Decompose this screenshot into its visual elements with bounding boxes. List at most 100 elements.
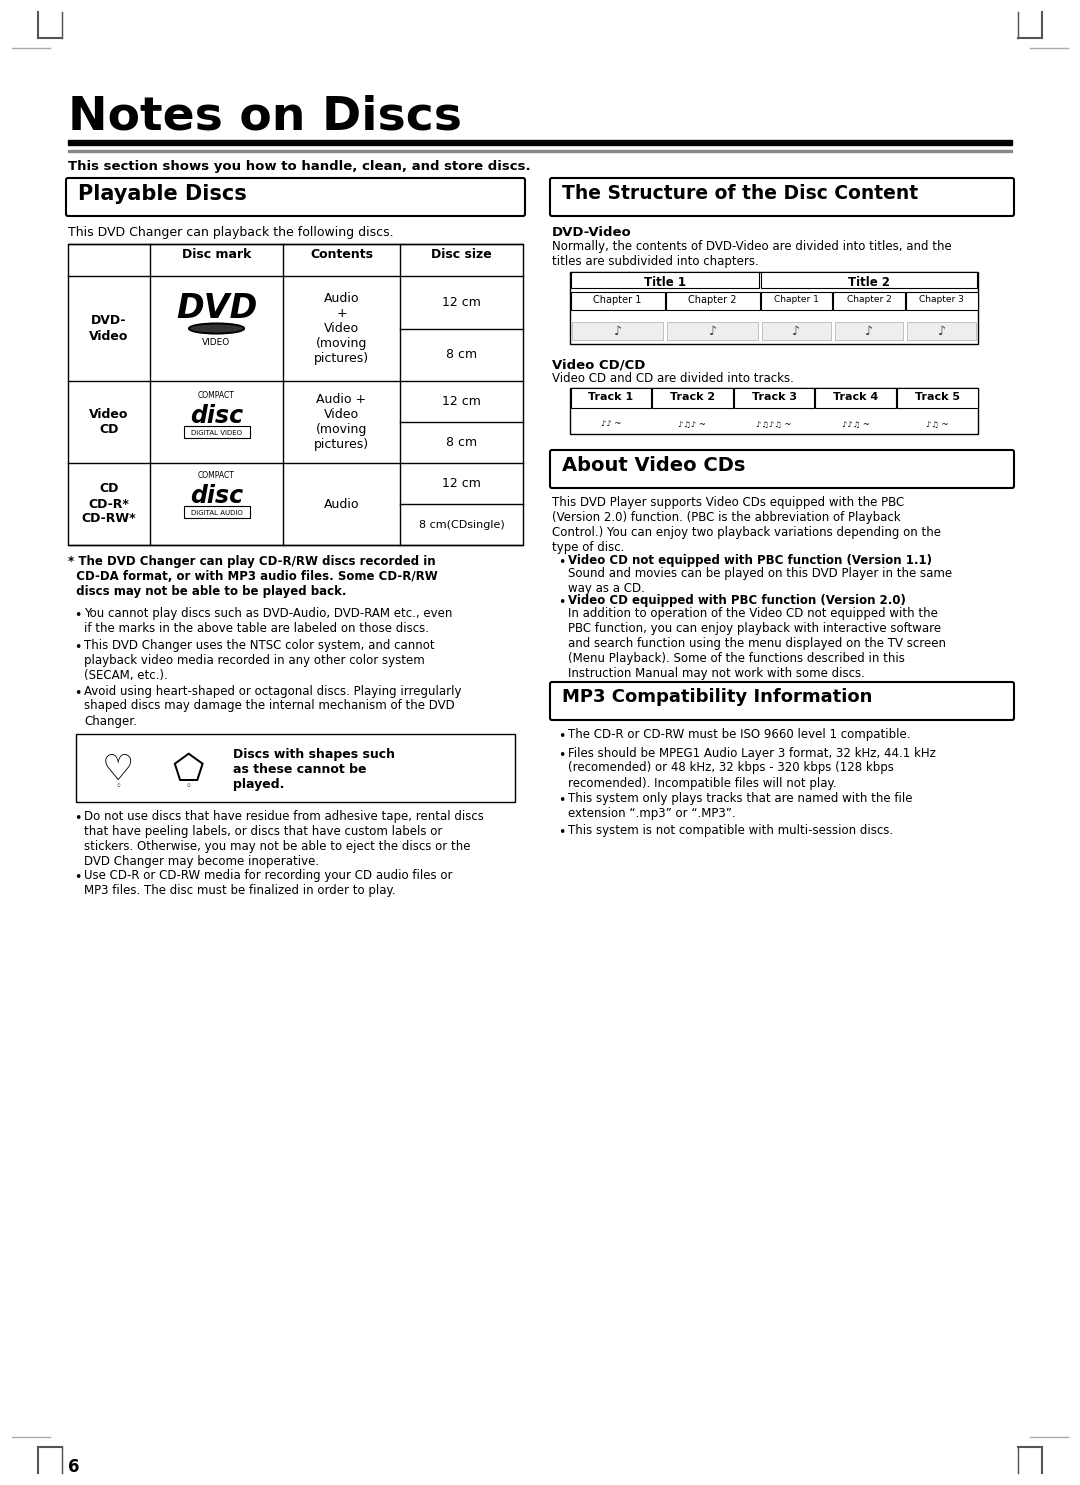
Text: Audio: Audio (324, 497, 360, 511)
Text: 6: 6 (68, 1458, 80, 1476)
Text: ♪: ♪ (708, 325, 716, 337)
Text: Track 4: Track 4 (833, 392, 878, 402)
Bar (184, 506, 249, 518)
Text: DIGITAL VIDEO: DIGITAL VIDEO (191, 431, 242, 437)
Text: Track 2: Track 2 (670, 392, 715, 402)
Text: Chapter 2: Chapter 2 (847, 296, 891, 304)
Bar (571, 272, 759, 288)
Text: The Structure of the Disc Content: The Structure of the Disc Content (562, 184, 918, 203)
Bar (665, 293, 759, 310)
Text: •: • (558, 826, 565, 839)
Text: VIDEO: VIDEO (202, 339, 231, 347)
Text: Do not use discs that have residue from adhesive tape, rental discs
that have pe: Do not use discs that have residue from … (84, 809, 484, 869)
Text: Audio +
Video
(moving
pictures): Audio + Video (moving pictures) (314, 394, 369, 451)
Text: disc: disc (190, 404, 243, 428)
Text: Disc size: Disc size (431, 248, 491, 261)
Text: Discs with shapes such
as these cannot be
played.: Discs with shapes such as these cannot b… (233, 748, 395, 792)
Text: This section shows you how to handle, clean, and store discs.: This section shows you how to handle, cl… (68, 160, 530, 172)
Text: Contents: Contents (310, 248, 373, 261)
Text: Playable Discs: Playable Discs (78, 184, 246, 203)
Text: ♪♪ ~: ♪♪ ~ (600, 419, 621, 429)
Text: ♪♫ ~: ♪♫ ~ (926, 419, 948, 429)
Text: 8 cm: 8 cm (446, 437, 477, 448)
Text: DIGITAL AUDIO: DIGITAL AUDIO (191, 509, 242, 515)
Text: DVD-Video: DVD-Video (552, 226, 632, 239)
Text: DVD: DVD (176, 293, 257, 325)
Text: •: • (75, 642, 81, 653)
Text: MP3 Compatibility Information: MP3 Compatibility Information (562, 688, 873, 705)
Text: You cannot play discs such as DVD-Audio, DVD-RAM etc., even
if the marks in the : You cannot play discs such as DVD-Audio,… (84, 607, 453, 636)
Text: This DVD Player supports Video CDs equipped with the PBC
(Version 2.0) function.: This DVD Player supports Video CDs equip… (552, 496, 941, 554)
Bar (907, 322, 976, 340)
Text: •: • (75, 812, 81, 826)
Text: Video CD not equipped with PBC function (Version 1.1): Video CD not equipped with PBC function … (568, 554, 932, 567)
Text: Track 3: Track 3 (752, 392, 797, 402)
Text: Track 1: Track 1 (589, 392, 633, 402)
Text: •: • (558, 555, 565, 569)
Text: This DVD Changer can playback the following discs.: This DVD Changer can playback the follow… (68, 226, 393, 239)
Text: •: • (558, 731, 565, 742)
Text: ♪♫♪♫ ~: ♪♫♪♫ ~ (756, 419, 792, 429)
Text: Video CD and CD are divided into tracks.: Video CD and CD are divided into tracks. (552, 373, 794, 385)
Bar (762, 322, 831, 340)
Text: 12 cm: 12 cm (442, 296, 481, 309)
Text: ◦: ◦ (116, 781, 121, 792)
Text: Chapter 1: Chapter 1 (774, 296, 819, 304)
Text: Video
CD: Video CD (90, 408, 129, 437)
Text: •: • (75, 686, 81, 699)
FancyBboxPatch shape (550, 178, 1014, 215)
Text: 12 cm: 12 cm (442, 395, 481, 408)
Text: ◦: ◦ (185, 781, 191, 792)
Bar (68, 244, 523, 545)
Ellipse shape (189, 324, 244, 334)
Text: Normally, the contents of DVD-Video are divided into titles, and the
titles are : Normally, the contents of DVD-Video are … (552, 241, 951, 267)
Text: ♪♫♪ ~: ♪♫♪ ~ (678, 419, 706, 429)
Text: Audio
+
Video
(moving
pictures): Audio + Video (moving pictures) (314, 293, 369, 365)
Bar (815, 388, 896, 408)
Text: Chapter 2: Chapter 2 (688, 296, 737, 304)
Text: CD
CD-R*
CD-RW*: CD CD-R* CD-RW* (82, 483, 136, 526)
Bar (761, 272, 977, 288)
Text: ♪: ♪ (793, 325, 800, 337)
Bar (835, 322, 903, 340)
Text: Chapter 1: Chapter 1 (593, 296, 642, 304)
Bar (68, 140, 1012, 146)
Text: Video CD/CD: Video CD/CD (552, 358, 646, 371)
Text: ♡: ♡ (102, 753, 134, 787)
FancyBboxPatch shape (550, 450, 1014, 489)
Text: Sound and movies can be played on this DVD Player in the same
way as a CD.: Sound and movies can be played on this D… (568, 567, 953, 595)
Bar (733, 388, 814, 408)
Bar (76, 734, 515, 802)
Text: Use CD-R or CD-RW media for recording your CD audio files or
MP3 files. The disc: Use CD-R or CD-RW media for recording yo… (84, 869, 453, 897)
FancyBboxPatch shape (550, 682, 1014, 720)
Bar (760, 293, 833, 310)
Text: Chapter 3: Chapter 3 (919, 296, 964, 304)
Bar (572, 322, 663, 340)
Bar (184, 426, 249, 438)
Text: •: • (75, 609, 81, 622)
Text: Notes on Discs: Notes on Discs (68, 95, 462, 140)
Bar (570, 293, 664, 310)
Text: ♪♪♫ ~: ♪♪♫ ~ (841, 419, 869, 429)
Text: COMPACT: COMPACT (198, 471, 235, 480)
Bar (570, 388, 978, 434)
Text: 12 cm: 12 cm (442, 477, 481, 490)
Text: This DVD Changer uses the NTSC color system, and cannot
playback video media rec: This DVD Changer uses the NTSC color sys… (84, 639, 434, 682)
Text: •: • (75, 872, 81, 884)
Bar (906, 293, 977, 310)
Text: DVD-
Video: DVD- Video (90, 315, 129, 343)
Text: •: • (558, 794, 565, 806)
Text: ♪: ♪ (937, 325, 946, 337)
Text: In addition to operation of the Video CD not equipped with the
PBC function, you: In addition to operation of the Video CD… (568, 607, 946, 680)
Text: This system is not compatible with multi-session discs.: This system is not compatible with multi… (568, 824, 893, 838)
Ellipse shape (190, 325, 243, 333)
Text: Video CD equipped with PBC function (Version 2.0): Video CD equipped with PBC function (Ver… (568, 594, 906, 607)
Text: Avoid using heart-shaped or octagonal discs. Playing irregularly
shaped discs ma: Avoid using heart-shaped or octagonal di… (84, 685, 461, 728)
Text: ♪: ♪ (865, 325, 873, 337)
Bar (833, 293, 905, 310)
Bar (570, 272, 978, 345)
Text: COMPACT: COMPACT (198, 391, 235, 399)
Text: * The DVD Changer can play CD-R/RW discs recorded in
  CD-DA format, or with MP3: * The DVD Changer can play CD-R/RW discs… (68, 555, 437, 598)
Bar (652, 388, 732, 408)
Text: •: • (558, 595, 565, 609)
